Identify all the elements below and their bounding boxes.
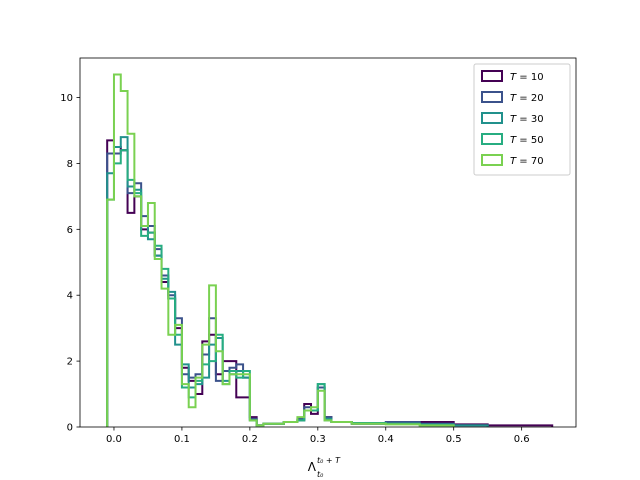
x-tick-label: 0.2: [242, 434, 258, 445]
x-axis-label-sub: t₀: [317, 470, 324, 479]
histogram-series-4: [106, 73, 455, 427]
y-axis: 0 2 4 6 8 10: [60, 93, 80, 434]
y-tick-label: 2: [67, 357, 73, 368]
x-axis-label-base: Λ: [308, 460, 317, 474]
x-tick-label: 0.1: [174, 434, 190, 445]
legend: T = 10 T = 20 T = 30 T = 50 T = 70: [473, 63, 571, 176]
x-tick-label: 0.5: [446, 434, 462, 445]
y-tick-label: 0: [67, 423, 73, 434]
legend-label: T = 50: [510, 135, 544, 146]
legend-label: T = 70: [510, 156, 544, 167]
legend-swatch: [481, 91, 503, 103]
y-tick-label: 4: [67, 291, 73, 302]
series-layer: [106, 73, 554, 427]
legend-swatch: [481, 70, 503, 82]
legend-label: T = 30: [510, 114, 544, 125]
x-axis-label-sup: t₀ + T: [317, 456, 341, 465]
legend-label: T = 10: [510, 72, 544, 83]
x-tick-label: 0.3: [310, 434, 326, 445]
histogram-series-3: [106, 149, 455, 427]
legend-label: T = 20: [510, 93, 544, 104]
x-axis-label: Λ t₀ + T t₀: [308, 456, 341, 479]
legend-swatch: [481, 112, 503, 124]
plot-frame: [79, 57, 577, 428]
x-axis: 0.0 0.1 0.2 0.3 0.4 0.5 0.6: [106, 427, 530, 445]
x-tick-label: 0.0: [106, 434, 122, 445]
x-tick-label: 0.4: [378, 434, 394, 445]
y-tick-label: 8: [67, 159, 73, 170]
x-tick-label: 0.6: [514, 434, 530, 445]
legend-swatch: [481, 133, 503, 145]
y-tick-label: 6: [67, 225, 73, 236]
legend-swatch: [481, 154, 503, 166]
y-tick-label: 10: [60, 93, 73, 104]
